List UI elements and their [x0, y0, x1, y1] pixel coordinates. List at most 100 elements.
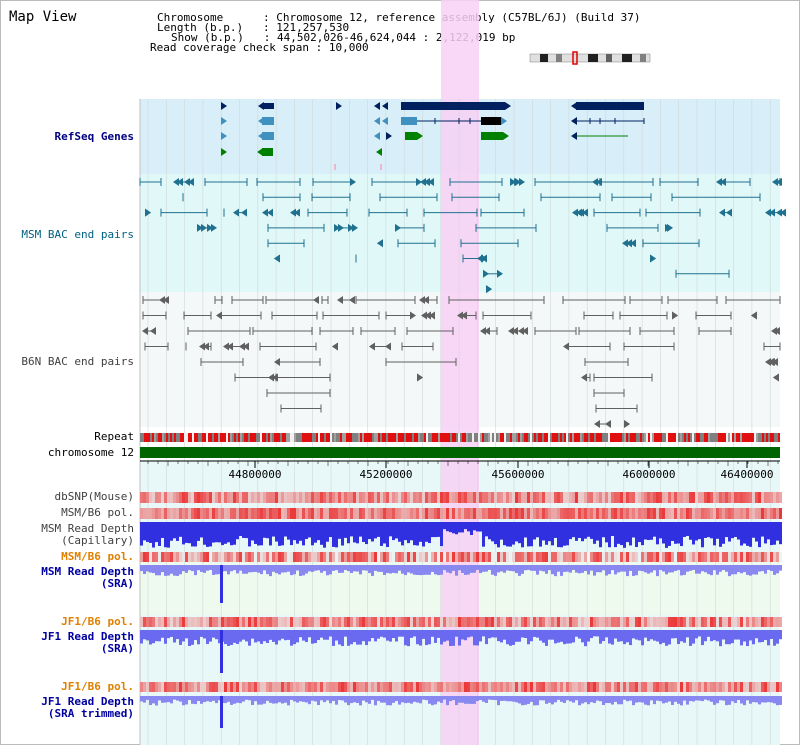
repeat-segment	[164, 433, 166, 442]
gene-arrow	[376, 148, 382, 156]
msm-sra-depth-bar	[158, 565, 161, 576]
gene-block	[262, 117, 274, 125]
msm-sra-depth-bar	[368, 565, 371, 574]
msm-cap-depth-bar	[356, 522, 359, 544]
jf1-b6-pol-segment	[311, 617, 314, 627]
jf1-b6-pol2-segment	[623, 682, 626, 692]
dbsnp-segment	[218, 492, 221, 503]
msm-b6-pol-segment	[383, 508, 386, 519]
dbsnp-segment	[512, 492, 515, 503]
msm-cap-depth-bar	[623, 522, 626, 548]
dbsnp-segment	[425, 492, 428, 503]
msm-sra-depth-bar	[296, 565, 299, 571]
repeat-segment	[596, 433, 598, 442]
label-b6n-bac[interactable]: B6N BAC end pairs	[21, 355, 134, 368]
dbsnp-segment	[587, 492, 590, 503]
jf1-trim-depth-bar	[641, 696, 644, 703]
label-msm-bac[interactable]: MSM BAC end pairs	[21, 228, 134, 241]
repeat-segment	[424, 433, 426, 442]
jf1-b6-pol2-segment	[707, 682, 710, 692]
jf1-b6-pol2-segment	[716, 682, 719, 692]
msm-cap-depth-bar	[725, 522, 728, 538]
repeat-segment	[724, 433, 726, 442]
jf1-sra-depth-bar	[524, 630, 527, 639]
jf1-b6-pol-segment	[236, 617, 239, 627]
label-refseq-genes[interactable]: RefSeq Genes	[54, 130, 134, 143]
jf1-b6-pol-segment	[143, 617, 146, 627]
jf1-b6-pol2-segment	[668, 682, 671, 692]
msm-sra-depth-bar	[290, 565, 293, 576]
jf1-b6-pol-segment	[545, 617, 548, 627]
jf1-sra-depth-bar	[383, 630, 386, 638]
msm-sra-depth-bar	[371, 565, 374, 576]
jf1-b6-pol2-segment	[218, 682, 221, 692]
jf1-trim-depth-bar	[287, 696, 290, 706]
msm-sra-depth-bar	[389, 565, 392, 574]
jf1-sra-depth-bar	[176, 630, 179, 640]
msm-cap-depth-bar	[407, 522, 410, 544]
dbsnp-segment	[530, 492, 533, 503]
msm-sra-depth-bar	[449, 565, 452, 574]
msm-b6-pol-segment	[614, 508, 617, 519]
msm-sra-depth-bar	[266, 565, 269, 575]
gene-arrow	[258, 132, 264, 140]
msm-b6-pol-segment	[389, 508, 392, 519]
dbsnp-segment	[167, 492, 170, 503]
msm-cap-depth-bar	[686, 522, 689, 537]
msm-b6-pol-segment	[668, 508, 671, 519]
repeat-segment	[296, 433, 298, 442]
dbsnp-segment	[494, 492, 497, 503]
repeat-segment	[216, 433, 218, 442]
msm-b6-pol2-segment	[281, 552, 284, 562]
jf1-b6-pol-segment	[440, 617, 443, 627]
b6n-bac-end	[605, 420, 611, 428]
msm-bac-end	[667, 223, 673, 232]
jf1-b6-pol-segment	[257, 617, 260, 627]
msm-sra-depth-bar	[506, 565, 509, 571]
msm-cap-depth-bar	[512, 522, 515, 545]
msm-cap-depth-bar	[431, 522, 434, 538]
jf1-trim-depth-bar	[152, 696, 155, 704]
repeat-segment	[770, 433, 772, 442]
repeat-segment	[400, 433, 402, 442]
msm-b6-pol-segment	[530, 508, 533, 519]
dbsnp-segment	[362, 492, 365, 503]
msm-cap-depth-bar	[440, 522, 443, 547]
jf1-b6-pol-segment	[404, 617, 407, 627]
msm-b6-pol-segment	[416, 508, 419, 519]
jf1-b6-pol-segment	[209, 617, 212, 627]
repeat-segment	[716, 433, 718, 442]
repeat-segment	[162, 433, 164, 442]
repeat-segment	[518, 433, 520, 442]
repeat-segment	[642, 433, 644, 442]
repeat-segment	[500, 433, 502, 442]
info-chromosome-key: Chromosome	[157, 11, 224, 24]
msm-cap-depth-bar	[425, 522, 428, 542]
msm-cap-depth-bar	[275, 522, 278, 542]
msm-b6-pol2-segment	[608, 552, 611, 562]
gene-block	[262, 132, 274, 140]
jf1-sra-depth-bar	[389, 630, 392, 642]
jf1-trim-depth-bar	[281, 696, 284, 704]
msm-cap-depth-bar	[671, 522, 674, 541]
jf1-b6-pol-segment	[470, 617, 473, 627]
msm-cap-depth-bar	[755, 522, 758, 542]
msm-b6-pol2-segment	[773, 552, 776, 562]
jf1-trim-depth-bar	[617, 696, 620, 705]
msm-b6-pol2-segment	[239, 552, 242, 562]
msm-b6-pol-segment	[665, 508, 668, 519]
msm-sra-depth-bar	[578, 565, 581, 574]
repeat-segment	[480, 433, 482, 442]
jf1-trim-depth-bar	[773, 696, 776, 704]
jf1-trim-depth-bar	[164, 696, 167, 703]
dbsnp-segment	[482, 492, 485, 503]
jf1-sra-depth-bar	[227, 630, 230, 646]
msm-b6-pol-segment	[230, 508, 233, 519]
msm-sra-depth-bar	[302, 565, 305, 576]
msm-b6-pol-segment	[743, 508, 746, 519]
msm-bac-end	[769, 208, 775, 217]
repeat-segment	[200, 433, 202, 442]
jf1-sra-depth-bar	[500, 630, 503, 643]
msm-cap-depth-bar	[764, 522, 767, 544]
